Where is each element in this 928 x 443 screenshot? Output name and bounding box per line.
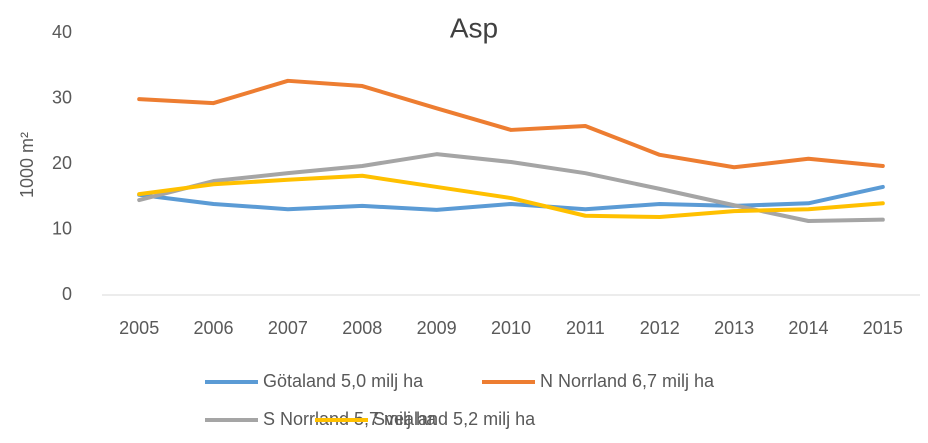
series-line xyxy=(137,184,885,212)
x-tick-label: 2007 xyxy=(268,318,308,338)
y-tick-label: 0 xyxy=(62,284,72,304)
y-tick-label: 10 xyxy=(52,218,72,238)
x-tick-label: 2013 xyxy=(714,318,754,338)
series-line xyxy=(137,78,885,170)
y-tick-label: 30 xyxy=(52,87,72,107)
x-tick-label: 2014 xyxy=(788,318,828,338)
x-tick-label: 2006 xyxy=(194,318,234,338)
x-tick-label: 2005 xyxy=(119,318,159,338)
x-tick-label: 2015 xyxy=(863,318,903,338)
x-tick-label: 2008 xyxy=(342,318,382,338)
y-tick-label: 40 xyxy=(52,22,72,42)
chart-title: Asp xyxy=(450,12,498,43)
legend-label: Götaland 5,0 milj ha xyxy=(263,371,424,391)
series-line xyxy=(137,173,885,220)
x-tick-label: 2009 xyxy=(417,318,457,338)
x-tick-label: 2010 xyxy=(491,318,531,338)
y-axis-label: 1000 m² xyxy=(17,132,37,198)
legend-label: N Norrland 6,7 milj ha xyxy=(540,371,715,391)
y-tick-label: 20 xyxy=(52,153,72,173)
x-tick-label: 2012 xyxy=(640,318,680,338)
x-tick-label: 2011 xyxy=(566,318,605,338)
legend-label: Svealand 5,2 milj ha xyxy=(373,409,536,429)
